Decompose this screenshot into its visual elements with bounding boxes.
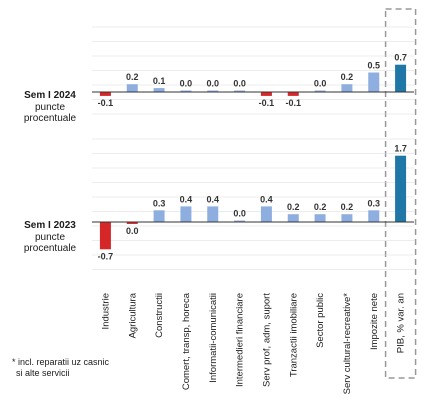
bar (153, 210, 165, 222)
category-label: Intermedieri financiare (235, 293, 246, 387)
bar (314, 214, 326, 222)
category-label: PIB, % var. an (396, 293, 407, 353)
data-label: 1.7 (394, 144, 407, 154)
bar (153, 88, 165, 92)
category-label: Industrie (100, 293, 111, 329)
data-label: 0.4 (206, 194, 219, 204)
data-label: 0.0 (180, 79, 193, 89)
data-label: 0.0 (314, 79, 327, 89)
bar (99, 92, 111, 96)
data-label: 0.0 (126, 226, 139, 236)
bar (207, 90, 219, 92)
category-label: Serv prof, adm, suport (261, 293, 272, 387)
bar (99, 222, 111, 250)
category-label: Serv cultural-recreative* (342, 293, 353, 395)
footnote: * incl. reparatii uz casnic (12, 357, 110, 367)
data-label: 0.5 (367, 61, 380, 71)
category-label: Comert, transp, horeca (181, 292, 192, 390)
bar (368, 210, 380, 222)
bar (341, 84, 353, 92)
data-label: 0.2 (314, 202, 327, 212)
panel-subtitle: puncte (35, 232, 65, 243)
bar (395, 64, 407, 92)
total-highlight-box (384, 8, 417, 379)
data-label: 0.4 (260, 194, 273, 204)
bar (368, 72, 380, 92)
data-label: 0.2 (126, 72, 139, 82)
data-label: 0.3 (153, 198, 166, 208)
bar (287, 92, 299, 96)
footnote: si alte servicii (16, 368, 70, 378)
data-label: -0.7 (98, 251, 114, 261)
bar (207, 206, 219, 222)
bar (180, 90, 192, 92)
panel-title: Sem I 2023 (24, 220, 76, 231)
bar (287, 214, 299, 222)
panel-subtitle: procentuale (24, 243, 77, 254)
data-label: 0.3 (367, 198, 380, 208)
bar (314, 90, 326, 92)
category-label: Informatii-comunicatii (208, 293, 219, 383)
bar (260, 206, 272, 222)
panel-title: Sem I 2024 (24, 90, 76, 101)
category-label: Sector public (315, 293, 326, 348)
data-label: 0.0 (233, 79, 246, 89)
data-label: 0.2 (341, 202, 354, 212)
category-label: Tranzactii imobiliare (288, 293, 299, 377)
bar (126, 84, 138, 92)
data-label: 0.0 (206, 79, 219, 89)
data-label: 0.1 (153, 76, 166, 86)
data-label: 0.0 (233, 209, 246, 219)
bar (234, 220, 246, 222)
panel-subtitle: puncte (35, 102, 65, 113)
bar (126, 222, 138, 224)
data-label: 0.2 (341, 72, 354, 82)
data-label: -0.1 (285, 98, 301, 108)
bar (180, 206, 192, 222)
category-label: Constructii (154, 293, 165, 338)
category-label: Agricultura (127, 292, 138, 338)
data-label: 0.4 (180, 194, 193, 204)
data-label: -0.1 (98, 98, 114, 108)
bar (341, 214, 353, 222)
panel-subtitle: procentuale (24, 113, 77, 124)
category-label: Impozite nete (369, 293, 380, 350)
bar (234, 90, 246, 92)
data-label: 0.7 (394, 53, 407, 63)
bar (260, 92, 272, 96)
data-label: -0.1 (259, 98, 275, 108)
data-label: 0.2 (287, 202, 300, 212)
bar (395, 155, 407, 222)
